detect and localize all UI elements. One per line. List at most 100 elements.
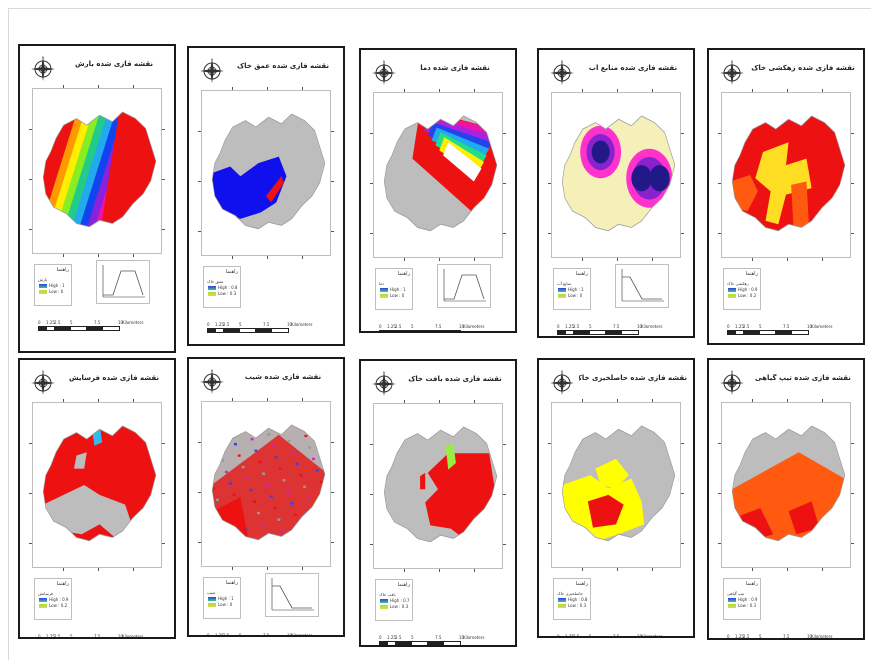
map-legend: راهنما فرسایش High : 0.9 Low : 0.2 bbox=[34, 578, 72, 620]
legend-swatch-high bbox=[380, 599, 388, 603]
legend-low-value: Low : 0.2 bbox=[738, 293, 757, 298]
legend-layer-name: زهکشی خاک bbox=[727, 281, 749, 286]
map-frame bbox=[718, 89, 854, 261]
legend-title: راهنما bbox=[225, 580, 238, 586]
map-tick bbox=[752, 258, 753, 261]
map-slope bbox=[211, 424, 326, 541]
scale-bar-label: 2.5 bbox=[395, 324, 402, 329]
map-frame bbox=[370, 89, 506, 261]
scale-bar-label: 5 bbox=[589, 634, 592, 638]
map-tick bbox=[302, 256, 303, 259]
legend-swatch-low bbox=[558, 604, 566, 608]
map-tick bbox=[652, 258, 653, 261]
map-title: نقشه فازی شده فرسایش bbox=[68, 374, 160, 382]
map-frame bbox=[29, 399, 165, 571]
svg-text:N: N bbox=[731, 370, 733, 374]
svg-text:N: N bbox=[211, 369, 213, 373]
map-tick bbox=[718, 543, 721, 544]
map-tick bbox=[617, 399, 618, 402]
map-tick bbox=[370, 494, 373, 495]
map-tick bbox=[582, 258, 583, 261]
svg-text:N: N bbox=[42, 56, 44, 60]
map-legend: راهنما زهکشی خاک High : 0.9 Low : 0.2 bbox=[723, 268, 761, 310]
legend-title: راهنما bbox=[397, 582, 410, 588]
scale-bar: 0 1.25 2.5 5 7.5 10 Kilometers bbox=[207, 322, 312, 338]
map-frame bbox=[29, 85, 165, 257]
legend-high-value: High : 0.9 bbox=[738, 287, 758, 292]
scale-bar-label: 1.25 bbox=[46, 320, 55, 325]
scale-bar-label: 1.25 bbox=[735, 634, 744, 639]
scale-bar-label: 0 bbox=[727, 324, 730, 329]
scale-bar-label: 7.5 bbox=[263, 322, 270, 327]
scale-bar-label: 1.25 bbox=[565, 634, 574, 638]
scale-bar-label: 5 bbox=[411, 635, 414, 640]
scale-bar-unit: Kilometers bbox=[291, 633, 313, 637]
fuzzy-map-panel: N نقشه فازی شده شیب راهنما شیب High : 1 … bbox=[187, 357, 345, 637]
fuzzy-map-panel: N نقشه فازی شده حاصلخیزی خاک راهنما حاصل… bbox=[537, 358, 695, 638]
map-frame bbox=[548, 399, 684, 571]
legend-swatch-low bbox=[728, 294, 736, 298]
map-tick bbox=[162, 179, 165, 180]
scale-bar-unit: Kilometers bbox=[122, 634, 144, 639]
map-title: نقشه فازی شده منابع آب bbox=[588, 64, 678, 72]
legend-layer-name: بارش bbox=[38, 277, 48, 282]
map-title: نقشه فازی شده عمق خاک bbox=[236, 62, 330, 70]
map-tick bbox=[474, 400, 475, 403]
map-tick bbox=[370, 233, 373, 234]
legend-high-value: High : 0.9 bbox=[49, 597, 69, 602]
map-tick bbox=[439, 400, 440, 403]
map-frame bbox=[370, 400, 506, 572]
legend-layer-name: منابع آب bbox=[557, 281, 571, 286]
scale-bar-label: 0 bbox=[379, 635, 382, 640]
map-tick bbox=[681, 183, 684, 184]
scale-bar-label: 7.5 bbox=[263, 633, 270, 637]
scale-bar-label: 5 bbox=[759, 324, 762, 329]
scale-bar-label: 5 bbox=[239, 322, 242, 327]
map-tick bbox=[370, 544, 373, 545]
legend-title: راهنما bbox=[745, 271, 758, 277]
map-tick bbox=[851, 183, 854, 184]
legend-low-value: Low : 0.3 bbox=[738, 603, 757, 608]
scale-bar-label: 2.5 bbox=[743, 634, 750, 639]
scale-bar-label: 10 bbox=[637, 634, 643, 638]
map-title: نقشه فازی شده بارش bbox=[74, 60, 153, 68]
map-vegetation bbox=[731, 425, 846, 542]
map-tick bbox=[302, 87, 303, 90]
map-temperature bbox=[383, 115, 498, 232]
map-tick bbox=[404, 569, 405, 572]
svg-text:N: N bbox=[383, 371, 385, 375]
legend-low-value: Low : 0.3 bbox=[390, 604, 409, 609]
scale-bar-label: 1.25 bbox=[46, 634, 55, 639]
legend-swatch-low bbox=[39, 290, 47, 294]
map-tick bbox=[133, 568, 134, 571]
svg-text:N: N bbox=[42, 370, 44, 374]
scale-bar-unit: Kilometers bbox=[811, 634, 833, 639]
scale-bar-unit: Kilometers bbox=[463, 635, 485, 640]
scale-bar-label: 7.5 bbox=[613, 324, 620, 329]
scale-bar-label: 5 bbox=[70, 634, 73, 639]
legend-swatch-low bbox=[728, 604, 736, 608]
north-arrow-icon: N bbox=[720, 370, 744, 395]
scale-bar-label: 0 bbox=[557, 634, 560, 638]
scale-bar-label: 0 bbox=[38, 320, 41, 325]
legend-swatch-high bbox=[558, 288, 566, 292]
map-tick bbox=[267, 256, 268, 259]
legend-low-value: Low : 0.3 bbox=[568, 603, 587, 608]
map-frame bbox=[198, 87, 334, 259]
legend-low-value: Low : 0 bbox=[390, 293, 405, 298]
map-tick bbox=[439, 89, 440, 92]
map-tick bbox=[133, 254, 134, 257]
scale-bar-label: 2.5 bbox=[573, 324, 580, 329]
map-tick bbox=[752, 89, 753, 92]
map-tick bbox=[302, 567, 303, 570]
map-tick bbox=[474, 89, 475, 92]
scale-bar-label: 5 bbox=[759, 634, 762, 639]
svg-text:N: N bbox=[561, 60, 563, 64]
map-tick bbox=[681, 493, 684, 494]
map-title: نقشه فازی شده بافت خاک bbox=[408, 375, 502, 383]
legend-layer-name: فرسایش bbox=[38, 591, 53, 596]
map-tick bbox=[302, 398, 303, 401]
map-tick bbox=[503, 133, 506, 134]
legend-layer-name: دما bbox=[379, 281, 385, 286]
map-tick bbox=[439, 569, 440, 572]
